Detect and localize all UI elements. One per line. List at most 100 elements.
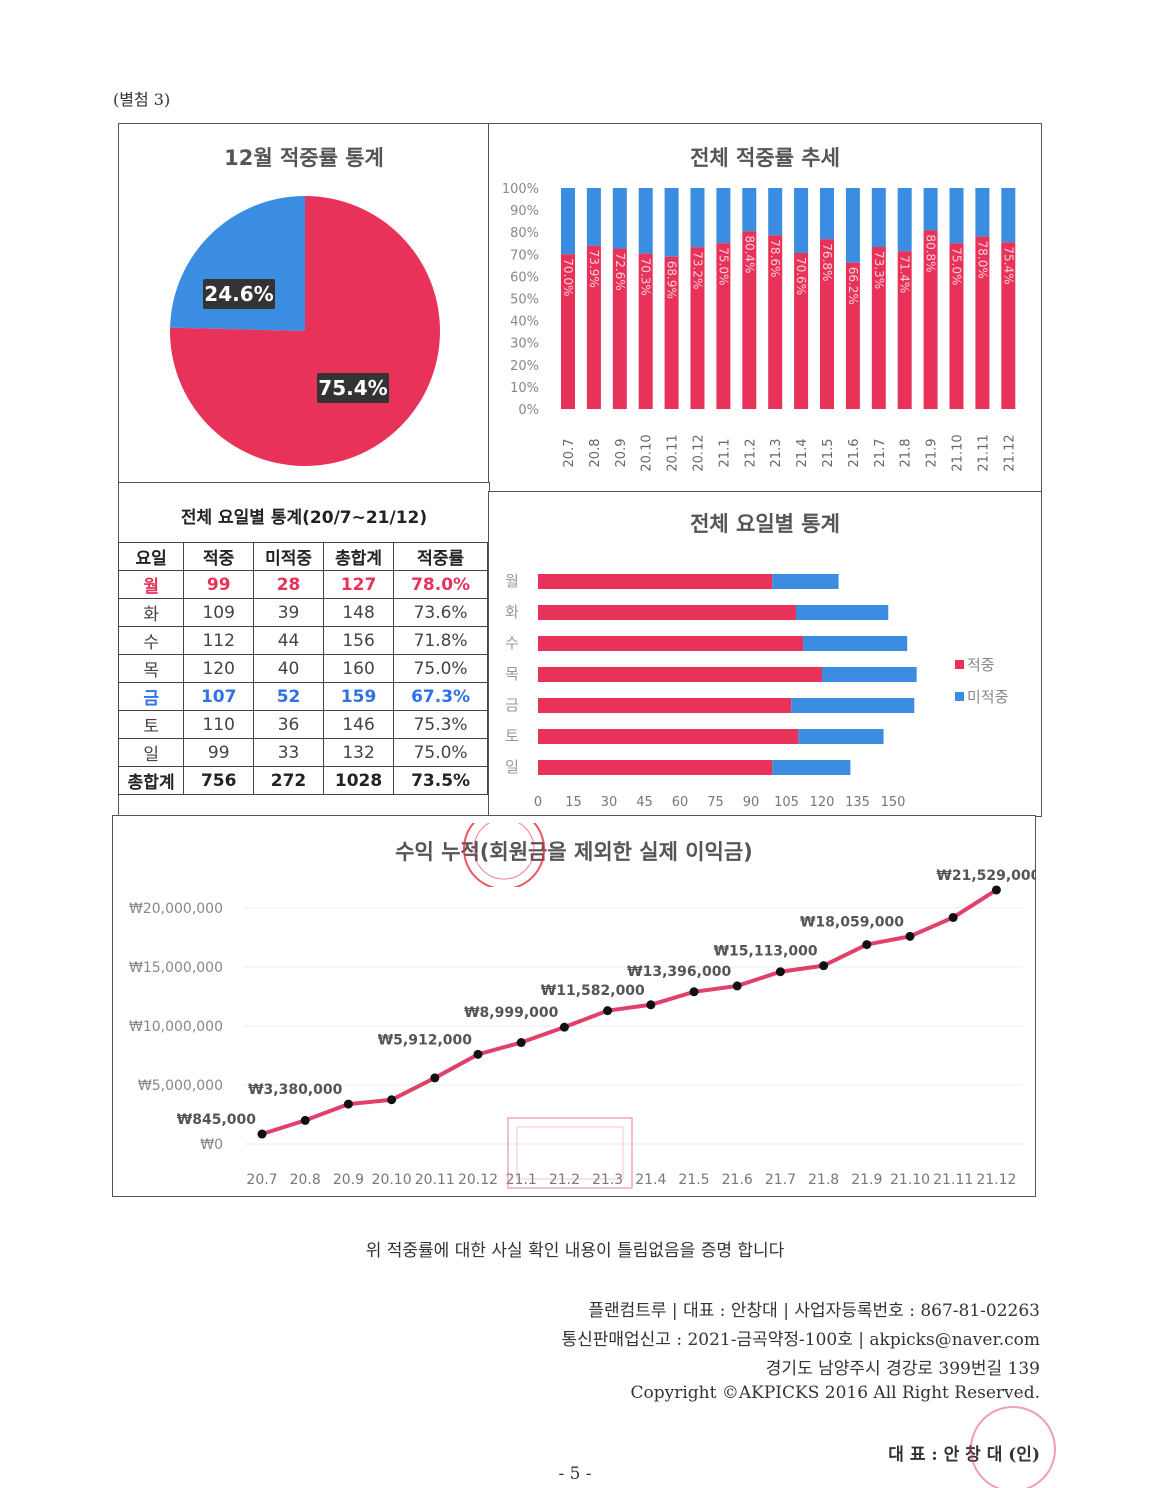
footer-line-1: 플랜컴트루 | 대표 : 안창대 | 사업자등록번호 : 867-81-0226… — [588, 1301, 1040, 1321]
table-cell: 112 — [183, 626, 255, 655]
x-tick-label: 21.3 — [769, 439, 784, 468]
x-tick-label: 21.10 — [890, 1172, 930, 1188]
table-cell: 75.0% — [393, 738, 488, 767]
x-tick-label: 21.7 — [873, 439, 888, 468]
bar-data-label: 66.2% — [846, 267, 860, 305]
x-tick-label: 20.8 — [588, 439, 603, 468]
data-point — [646, 1000, 656, 1010]
x-tick-label: 20.7 — [562, 439, 577, 468]
table-cell: 토 — [117, 710, 185, 739]
profit-line — [261, 888, 998, 1136]
y-tick-label: 40% — [510, 315, 539, 330]
bar-hit — [1001, 242, 1016, 409]
column-header: 총합계 — [322, 542, 395, 571]
point-data-label: ₩21,529,000 — [936, 868, 1035, 884]
bar-data-label: 73.3% — [872, 251, 886, 289]
bar-hit — [975, 236, 990, 409]
x-tick-label: 20.10 — [640, 434, 655, 471]
trend-chart: 0% 10% 20% 30% 40% 50% 60% 70% 80% 90% 100% 70.0% 20… — [502, 182, 1017, 472]
x-tick-label: 21.8 — [899, 439, 914, 468]
table-cell: 40 — [253, 654, 324, 683]
point-data-label: ₩5,912,000 — [378, 1032, 473, 1048]
bar-miss — [772, 760, 851, 775]
y-tick-label: ₩5,000,000 — [138, 1078, 223, 1094]
x-tick-label: 21.4 — [795, 439, 810, 468]
x-tick-label: 30 — [601, 795, 618, 810]
pie-panel: 12월 적중률 통계 24.6% 75.4% — [118, 123, 490, 484]
bar-hit — [561, 254, 575, 409]
pie-label-bg — [317, 373, 389, 403]
x-tick-label: 21.4 — [635, 1172, 666, 1188]
table-cell: 목 — [117, 654, 185, 683]
weekday-table: 요일 적중 미적중 총합계 적중률 월 99 28 127 78.0% 화 109 39 148 73.6%… — [117, 542, 488, 795]
table-cell: 1028 — [322, 766, 395, 795]
x-tick-label: 20.10 — [372, 1172, 412, 1188]
bar-miss — [794, 188, 809, 253]
x-tick-label: 21.2 — [743, 439, 758, 468]
data-point — [775, 967, 785, 977]
certification-text: 위 적중률에 대한 사실 확인 내용이 틀림없음을 증명 합니다 — [365, 1241, 785, 1261]
x-tick-label: 21.12 — [976, 1172, 1016, 1188]
x-tick-label: 20.12 — [692, 434, 707, 471]
y-tick-label: 금 — [505, 696, 519, 714]
legend-label: 미적중 — [967, 688, 1008, 706]
bar-hit — [538, 667, 822, 682]
x-tick-label: 21.8 — [808, 1172, 839, 1188]
y-tick-label: 수 — [505, 634, 519, 652]
table-cell: 148 — [322, 598, 395, 627]
red-square-stamp — [507, 1117, 633, 1189]
bar-hit — [538, 760, 773, 775]
y-tick-label: 80% — [510, 226, 539, 241]
trend-panel: 전체 적중률 추세 0% 10% 20% 30% 40% 50% 60% 70% 80% 90% 1… — [488, 123, 1042, 493]
table-cell: 71.8% — [393, 626, 488, 655]
table-cell: 수 — [117, 626, 185, 655]
table-cell: 금 — [117, 682, 185, 711]
bar-miss — [772, 574, 839, 589]
x-tick-label: 21.6 — [847, 439, 862, 468]
table-cell: 109 — [183, 598, 255, 627]
bar-hit — [538, 574, 773, 589]
x-tick-label: 105 — [774, 795, 799, 810]
bar-miss — [798, 729, 884, 744]
table-cell: 75.0% — [393, 654, 488, 683]
table-cell: 화 — [117, 598, 185, 627]
bar-data-label: 75.4% — [1001, 246, 1015, 284]
bar-hit — [742, 231, 757, 409]
point-data-label: ₩8,999,000 — [464, 1005, 559, 1021]
table-cell: 272 — [253, 766, 324, 795]
data-point — [862, 940, 872, 950]
point-data-label: ₩11,582,000 — [541, 983, 645, 999]
table-cell: 159 — [322, 682, 395, 711]
y-tick-label: 화 — [505, 603, 519, 621]
table-cell: 107 — [183, 682, 255, 711]
column-header: 적중 — [183, 542, 255, 571]
bar-hit — [664, 256, 679, 409]
table-cell: 28 — [253, 570, 324, 599]
bar-miss — [586, 188, 601, 246]
bar-miss — [791, 698, 915, 713]
x-tick-label: 21.1 — [717, 439, 732, 468]
table-row: 금 107 52 159 67.3% — [117, 682, 488, 711]
x-tick-label: 20.8 — [290, 1172, 321, 1188]
x-tick-label: 21.9 — [925, 439, 940, 468]
data-point — [516, 1038, 526, 1048]
bar-hit — [538, 605, 796, 620]
table-cell: 36 — [253, 710, 324, 739]
x-tick-label: 0 — [534, 795, 542, 810]
y-tick-label: 70% — [510, 248, 539, 263]
bar-miss — [638, 188, 653, 254]
x-tick-label: 21.11 — [933, 1172, 973, 1188]
bar-miss — [690, 188, 705, 248]
x-tick-label: 60 — [672, 795, 689, 810]
data-point — [343, 1099, 353, 1109]
table-cell: 146 — [322, 710, 395, 739]
table-cell: 일 — [117, 738, 185, 767]
table-cell: 156 — [322, 626, 395, 655]
table-cell: 99 — [183, 570, 255, 599]
table-cell: 52 — [253, 682, 324, 711]
weekday-table-title: 전체 요일별 통계(20/7~21/12) — [180, 508, 428, 528]
signature: 대 표 : 안 창 대 (인) — [888, 1445, 1040, 1465]
x-tick-label: 20.9 — [333, 1172, 364, 1188]
pie-title: 12월 적중률 통계 — [224, 146, 384, 170]
